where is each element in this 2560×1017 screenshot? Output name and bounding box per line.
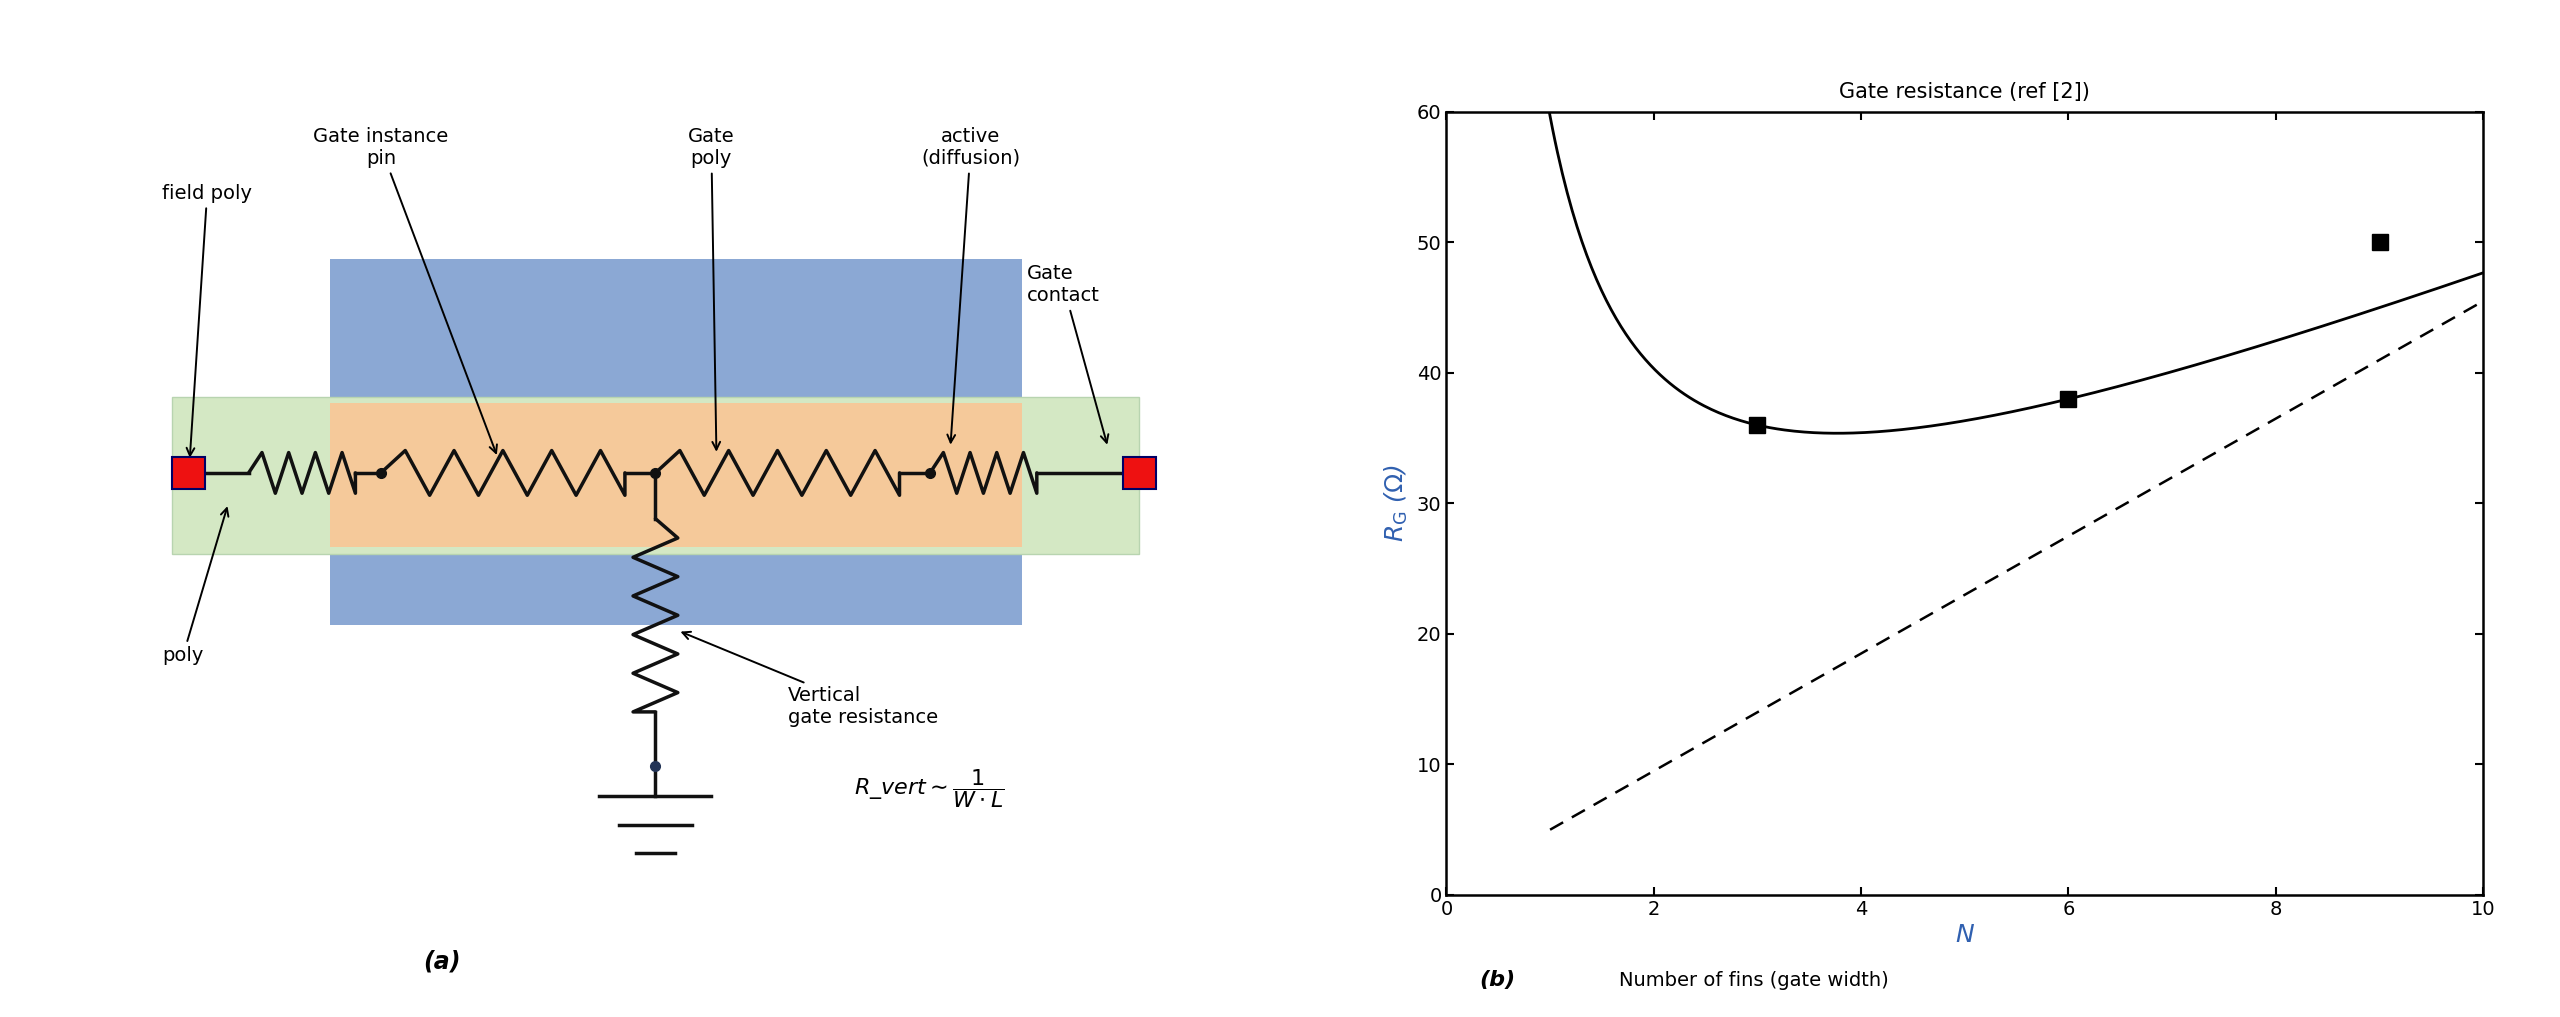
Bar	[172, 397, 1139, 554]
Bar	[330, 259, 1021, 625]
X-axis label: $N$: $N$	[1956, 923, 1974, 947]
Title: Gate resistance (ref [2]): Gate resistance (ref [2])	[1841, 82, 2089, 102]
Text: Gate
contact: Gate contact	[1027, 264, 1108, 442]
Text: Vertical
gate resistance: Vertical gate resistance	[684, 632, 937, 727]
Text: Gate
poly: Gate poly	[689, 127, 735, 450]
Text: $R\_vert\sim\dfrac{1}{W \cdot L}$: $R\_vert\sim\dfrac{1}{W \cdot L}$	[852, 767, 1004, 810]
Text: field poly: field poly	[161, 184, 253, 456]
Text: Gate instance
pin: Gate instance pin	[312, 127, 497, 453]
Text: poly: poly	[161, 508, 228, 665]
Y-axis label: $R_\mathrm{G}$ ($\Omega$): $R_\mathrm{G}$ ($\Omega$)	[1382, 465, 1411, 542]
Text: active
(diffusion): active (diffusion)	[922, 127, 1021, 442]
Text: (b): (b)	[1480, 970, 1516, 991]
Bar	[1124, 457, 1155, 489]
Bar	[172, 457, 205, 489]
Bar	[330, 403, 1021, 547]
Text: (a): (a)	[422, 949, 461, 973]
Text: Number of fins (gate width): Number of fins (gate width)	[1618, 971, 1889, 991]
